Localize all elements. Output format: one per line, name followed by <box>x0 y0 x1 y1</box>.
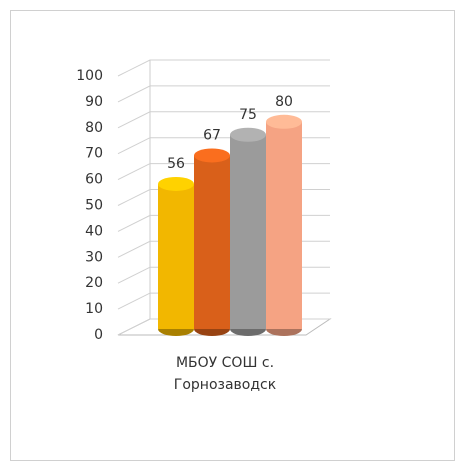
y-tick-label: 20 <box>85 275 103 291</box>
y-tick-label: 60 <box>85 172 103 188</box>
bar-shade <box>194 155 230 329</box>
data-label: 56 <box>167 156 185 172</box>
chart-frame <box>10 10 455 461</box>
y-tick-label: 0 <box>94 327 103 343</box>
cylinder-top <box>158 176 194 191</box>
bar-shade <box>266 121 302 329</box>
y-tick-label: 90 <box>85 94 103 110</box>
cylinder-top <box>230 127 266 142</box>
data-label: 75 <box>239 107 257 123</box>
y-tick-label: 10 <box>85 301 103 317</box>
bar-shade <box>230 134 266 329</box>
y-tick-label: 100 <box>76 68 103 84</box>
grid-line <box>117 111 330 129</box>
y-tick-label: 30 <box>85 249 103 265</box>
data-label: 67 <box>203 127 221 143</box>
y-tick-label: 70 <box>85 146 103 162</box>
grid-line <box>117 59 330 77</box>
cylinder <box>266 114 302 336</box>
y-tick-label: 40 <box>85 223 103 239</box>
category-label: МБОУ СОШ с. Горнозаводск <box>173 355 277 393</box>
grid-line <box>117 85 330 103</box>
cylinder-top <box>266 114 302 129</box>
cylinder-top <box>194 148 230 163</box>
bar-shade <box>158 183 194 329</box>
cylinder <box>230 127 266 336</box>
cylinder <box>194 148 230 336</box>
data-label: 80 <box>275 94 293 110</box>
cylinder <box>158 176 194 336</box>
y-tick-label: 80 <box>85 120 103 136</box>
y-tick-label: 50 <box>85 198 103 214</box>
